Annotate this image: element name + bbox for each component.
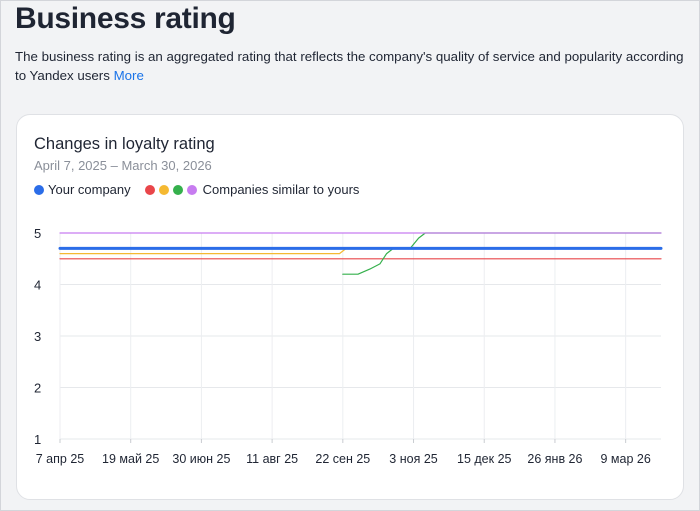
- y-tick-label: 1: [34, 432, 41, 447]
- y-tick-label: 3: [34, 329, 41, 344]
- loyalty-rating-chart: 1 2 3 4 5 7 апр 25 19 май 25 30 июн 25 11 авг 25…: [34, 226, 663, 466]
- legend-label-similar: Companies similar to yours: [202, 182, 360, 197]
- x-tick-label: 3 ноя 25: [389, 452, 437, 466]
- legend-label-your-company: Your company: [48, 182, 131, 197]
- legend-dot-similar-yellow: [158, 184, 169, 195]
- x-tick-label: 15 дек 25: [457, 452, 512, 466]
- x-tick-label: 11 авг 25: [246, 452, 298, 466]
- series-line-similar: [59, 247, 347, 255]
- y-tick-label: 2: [34, 381, 41, 396]
- legend-dot-similar-purple: [186, 184, 197, 195]
- card-title: Changes in loyalty rating: [34, 135, 215, 153]
- more-link[interactable]: More: [113, 68, 144, 83]
- series-line-similar: [342, 232, 662, 275]
- chart-legend: Your company Companies similar to yours: [34, 182, 359, 197]
- y-tick-label: 4: [34, 278, 41, 293]
- y-tick-label: 5: [34, 226, 41, 241]
- x-tick-label: 26 янв 26: [527, 452, 582, 466]
- loyalty-rating-card: Changes in loyalty rating April 7, 2025 …: [16, 114, 684, 500]
- legend-dot-similar-green: [172, 184, 183, 195]
- page-description: The business rating is an aggregated rat…: [15, 47, 685, 85]
- x-tick-label: 19 май 25: [102, 452, 159, 466]
- legend-dot-your-company: [34, 184, 44, 195]
- description-text: The business rating is an aggregated rat…: [15, 49, 684, 83]
- x-tick-label: 9 мар 26: [600, 452, 650, 466]
- x-tick-label: 22 сен 25: [315, 452, 370, 466]
- page-title: Business rating: [15, 2, 236, 35]
- x-tick-label: 30 июн 25: [172, 452, 230, 466]
- date-range: April 7, 2025 – March 30, 2026: [34, 158, 212, 173]
- legend-dot-similar-red: [144, 184, 155, 195]
- x-tick-label: 7 апр 25: [36, 452, 85, 466]
